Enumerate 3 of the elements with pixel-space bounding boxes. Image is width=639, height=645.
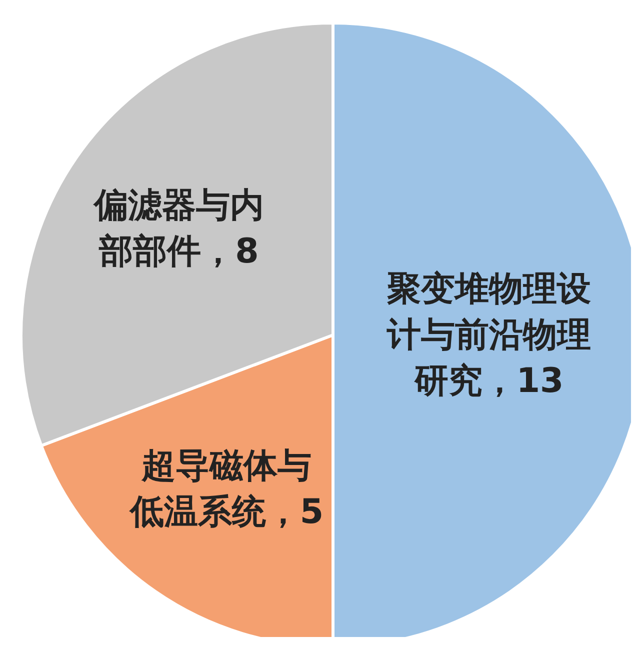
slice-label: 超导磁体与低温系统，5 — [128, 446, 324, 532]
slice-label: 聚变堆物理设计与前沿物理研究，13 — [386, 269, 591, 401]
slice-label: 偏滤器与内部部件，8 — [92, 186, 264, 272]
